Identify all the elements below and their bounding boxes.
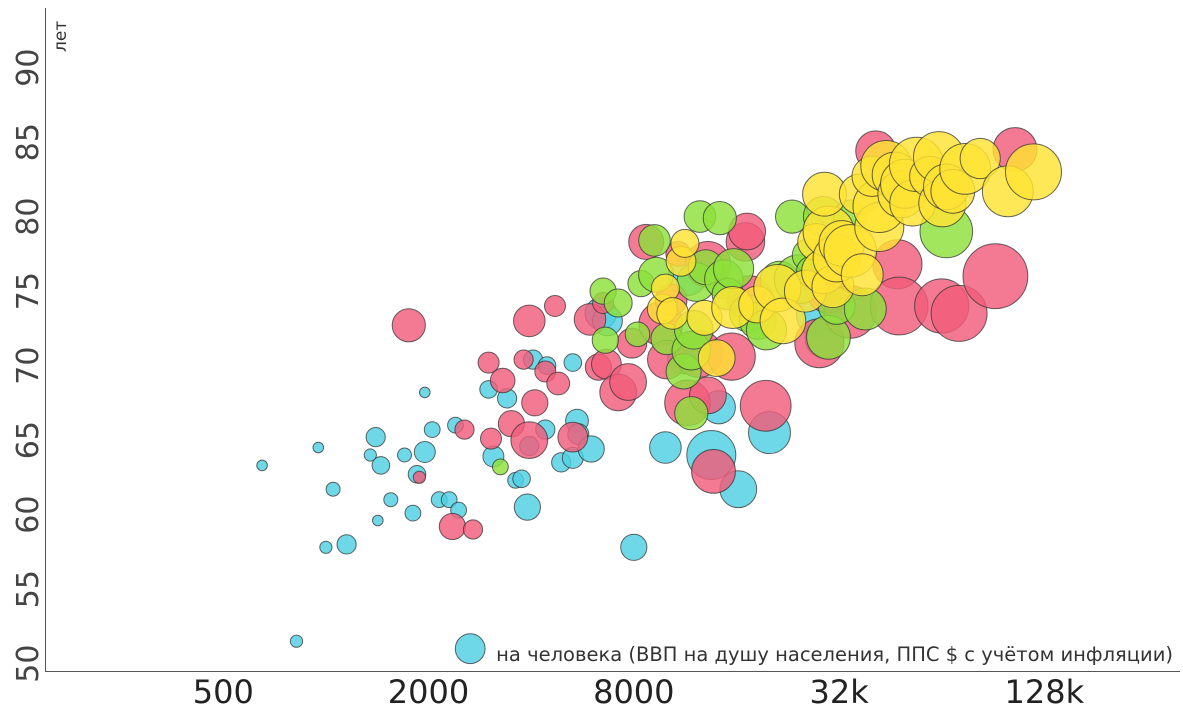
data-point-red[interactable]	[546, 371, 571, 396]
data-point-blue[interactable]	[512, 469, 531, 489]
y-tick-label: 85	[11, 123, 46, 161]
x-tick-label: 32k	[809, 673, 869, 706]
data-point-blue[interactable]	[397, 447, 412, 463]
data-point-red[interactable]	[739, 379, 792, 432]
y-tick-label: 50	[11, 645, 46, 683]
data-point-blue[interactable]	[312, 441, 325, 454]
data-point-red[interactable]	[691, 449, 736, 494]
data-point-blue[interactable]	[413, 441, 436, 463]
data-point-red[interactable]	[480, 427, 502, 450]
data-point-red[interactable]	[557, 421, 589, 453]
data-point-green[interactable]	[624, 321, 651, 348]
data-point-green[interactable]	[674, 396, 709, 431]
data-point-red[interactable]	[412, 470, 426, 484]
data-point-red[interactable]	[513, 349, 534, 370]
y-axis-ticks: 50 55 60 65 70 75 80 85 90	[11, 49, 46, 683]
y-axis-title: лет	[51, 21, 71, 52]
data-point-yellow[interactable]	[840, 253, 884, 297]
data-point-red[interactable]	[962, 243, 1029, 310]
data-point-green[interactable]	[702, 201, 737, 236]
x-axis-ticks: 500 2000 8000 32k 128k	[193, 673, 1085, 706]
data-point-blue[interactable]	[649, 431, 682, 464]
points-layer	[256, 127, 1062, 665]
data-point-red[interactable]	[510, 421, 549, 460]
x-tick-label: 128k	[1004, 673, 1084, 706]
data-point-green[interactable]	[638, 224, 671, 257]
data-point-red[interactable]	[438, 512, 466, 541]
data-point-blue[interactable]	[325, 481, 341, 497]
data-point-red[interactable]	[521, 389, 549, 417]
data-point-blue[interactable]	[365, 427, 386, 448]
data-point-blue[interactable]	[513, 493, 542, 521]
y-tick-label: 65	[11, 421, 46, 459]
x-tick-label: 8000	[593, 673, 674, 706]
data-point-blue[interactable]	[620, 533, 648, 561]
data-point-blue[interactable]	[440, 491, 458, 509]
data-point-blue[interactable]	[371, 456, 391, 475]
y-tick-label: 75	[11, 272, 46, 310]
data-point-blue[interactable]	[256, 459, 268, 472]
data-point-yellow[interactable]	[656, 297, 689, 330]
data-point-red[interactable]	[462, 519, 484, 540]
data-point-red[interactable]	[454, 419, 475, 440]
data-point-blue[interactable]	[363, 448, 377, 462]
y-tick-label: 80	[11, 198, 46, 236]
x-axis-title: на человека (ВВП на душу населения, ППС …	[496, 643, 1173, 666]
data-point-red[interactable]	[609, 363, 647, 401]
x-tick-label: 500	[193, 673, 254, 706]
data-point-blue[interactable]	[372, 514, 384, 527]
data-point-yellow[interactable]	[670, 228, 700, 258]
data-point-yellow[interactable]	[697, 339, 736, 378]
data-point-blue[interactable]	[454, 633, 486, 665]
data-point-red[interactable]	[513, 304, 546, 338]
data-point-blue[interactable]	[563, 353, 583, 372]
data-point-blue[interactable]	[383, 492, 399, 508]
data-point-red[interactable]	[477, 351, 500, 374]
data-point-yellow[interactable]	[1005, 143, 1062, 201]
data-point-blue[interactable]	[289, 634, 304, 648]
data-point-blue[interactable]	[319, 540, 333, 554]
data-point-blue[interactable]	[336, 534, 357, 555]
data-point-blue[interactable]	[419, 386, 431, 399]
y-tick-label: 90	[11, 49, 46, 87]
data-point-green[interactable]	[713, 248, 755, 290]
data-point-blue[interactable]	[404, 504, 422, 522]
data-point-blue[interactable]	[423, 421, 441, 439]
data-point-red[interactable]	[489, 367, 516, 394]
data-point-green[interactable]	[591, 326, 619, 354]
data-point-green[interactable]	[492, 458, 509, 476]
data-point-red[interactable]	[544, 295, 566, 317]
y-tick-label: 60	[11, 496, 46, 534]
data-point-red[interactable]	[391, 308, 426, 343]
data-point-green[interactable]	[603, 288, 633, 318]
data-point-yellow[interactable]	[959, 137, 1001, 180]
x-tick-label: 2000	[388, 673, 469, 706]
y-tick-label: 70	[11, 347, 46, 385]
y-tick-label: 55	[11, 570, 46, 608]
